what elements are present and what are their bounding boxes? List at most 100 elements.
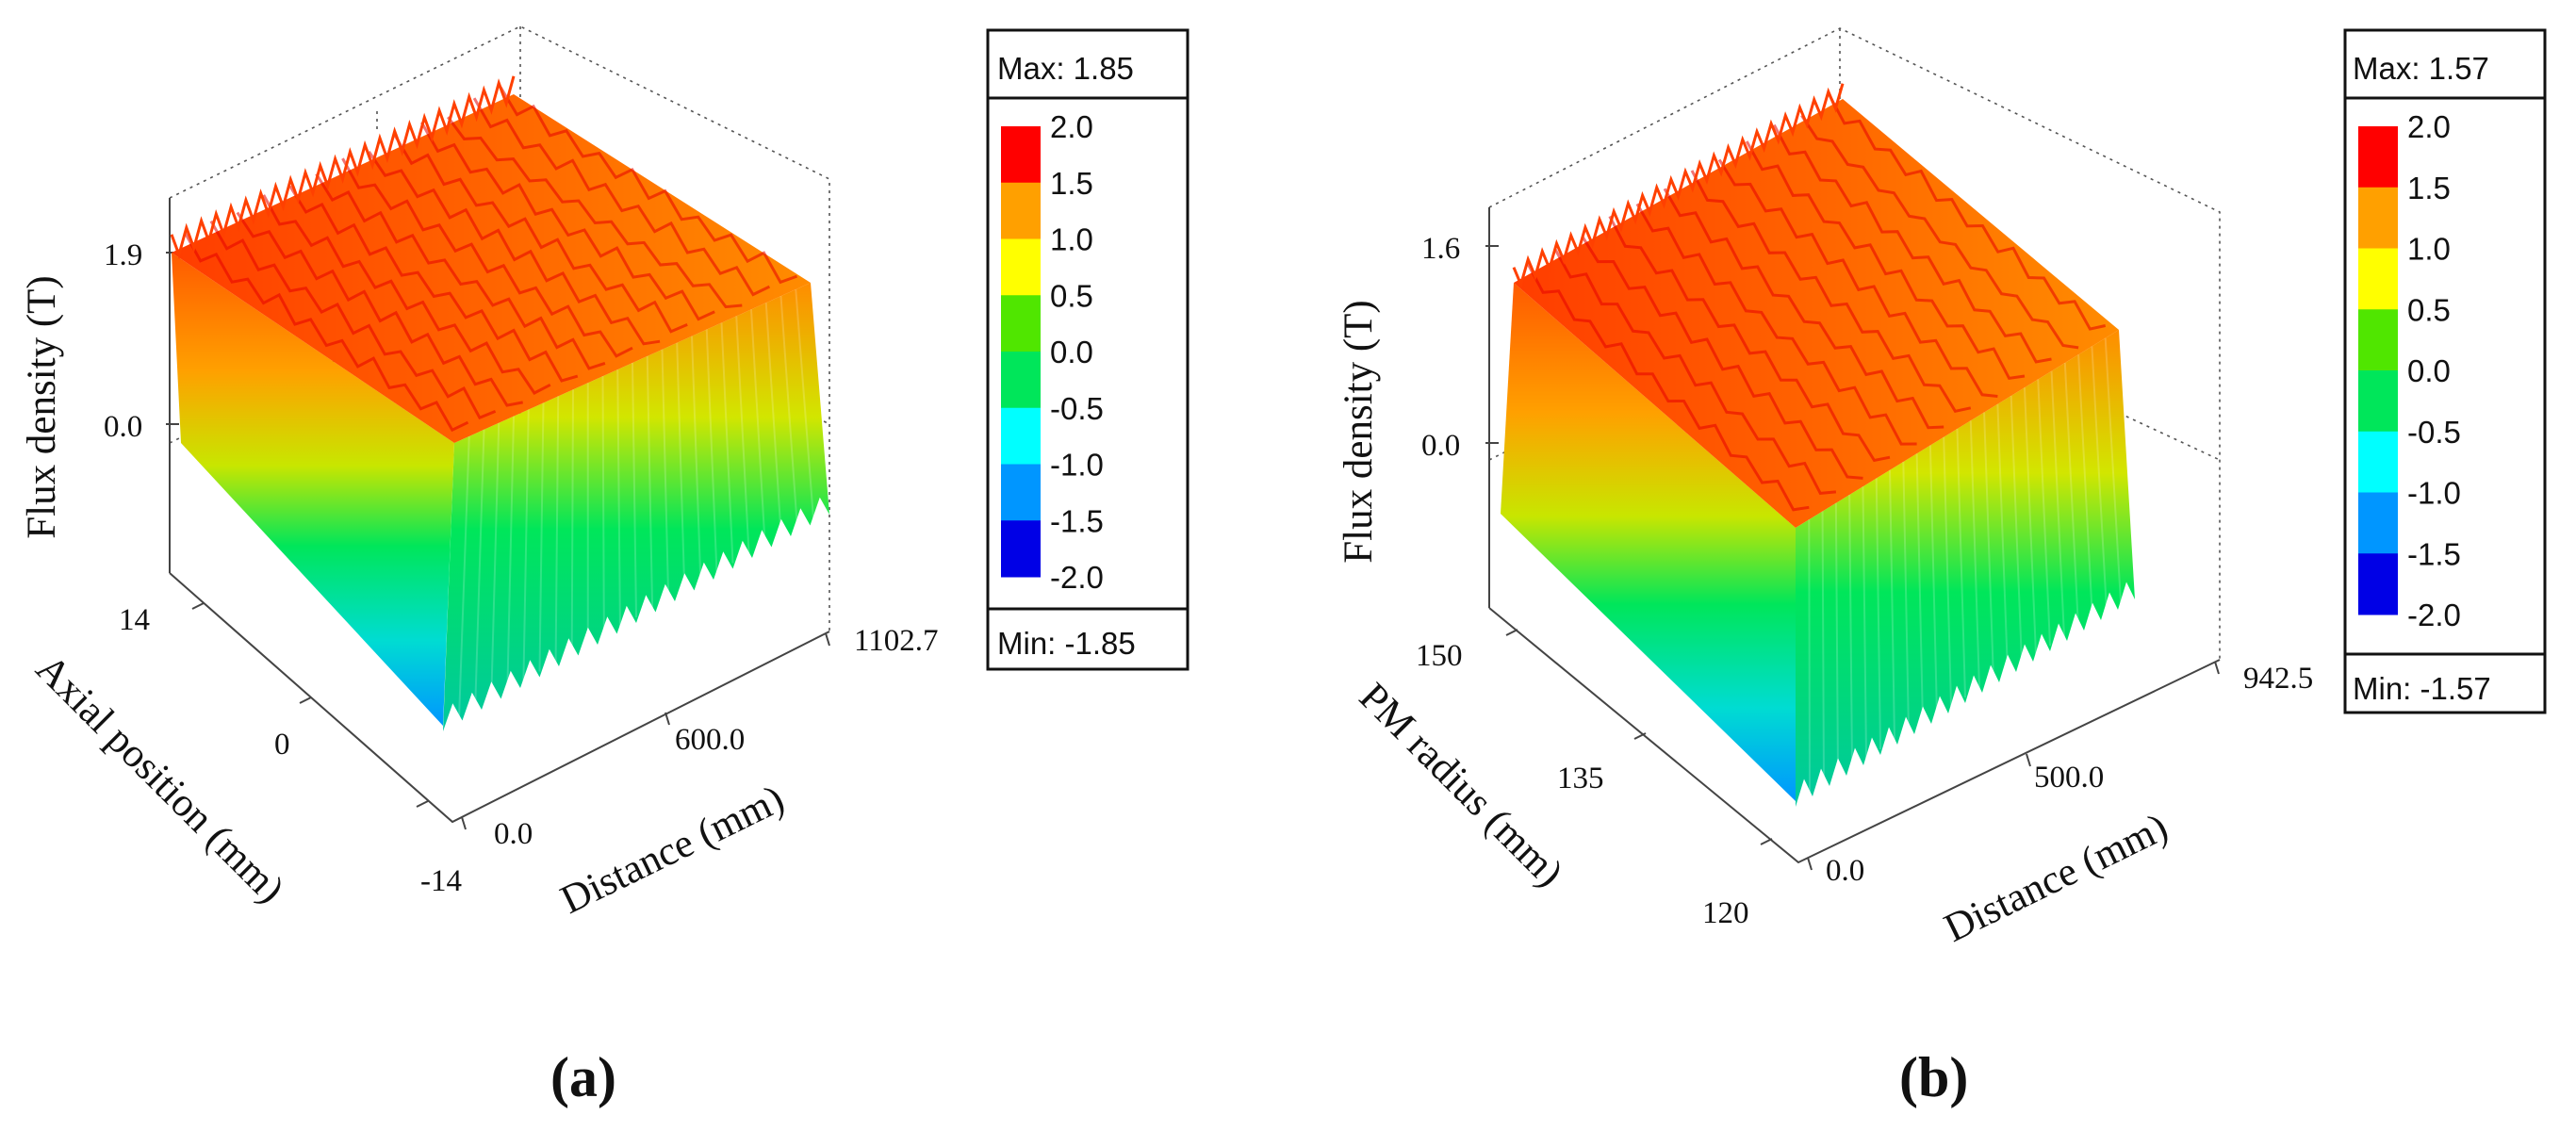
surface-left-face bbox=[1501, 283, 1796, 801]
legend-level-label: 1.0 bbox=[2407, 232, 2451, 267]
surface-ridge bbox=[1772, 123, 2052, 364]
legend-swatch bbox=[2358, 370, 2398, 433]
legend-level-label: -1.0 bbox=[2407, 476, 2461, 511]
surface-stripe bbox=[735, 316, 750, 554]
surface-top-face bbox=[1514, 99, 2119, 528]
surface-ridge bbox=[1608, 215, 1891, 463]
legend-swatch bbox=[1001, 352, 1041, 409]
surface-stripe bbox=[601, 376, 605, 636]
surface-stripe bbox=[1834, 502, 1839, 776]
surface-ridge bbox=[1526, 262, 1810, 512]
surface-stripe bbox=[506, 416, 515, 690]
surface-ridge bbox=[236, 211, 523, 407]
surface-ridge bbox=[262, 194, 551, 395]
x-tick-b-1: 500.0 bbox=[2034, 761, 2104, 795]
legend-b-min: Min: -1.57 bbox=[2353, 671, 2491, 706]
surface-front-face bbox=[1796, 330, 2135, 807]
surface-stripe bbox=[1862, 486, 1867, 759]
ylabel-a: Axial position (mm) bbox=[27, 647, 293, 912]
panel-label-b: (b) bbox=[1899, 1046, 1968, 1108]
x-tick-a-2: 1102.7 bbox=[854, 624, 939, 658]
y-tick-b-2: 120 bbox=[1702, 896, 1749, 930]
legend-level-label: -1.5 bbox=[1050, 503, 1104, 538]
surface-ridge bbox=[1800, 114, 2079, 350]
surface-ridge bbox=[368, 150, 661, 346]
legend-level-label: 2.0 bbox=[1050, 109, 1093, 144]
surface-a bbox=[170, 75, 829, 731]
legend-swatch bbox=[2358, 431, 2398, 493]
surface-stripe bbox=[646, 355, 654, 609]
z-tick-a-1: 0.0 bbox=[104, 410, 142, 444]
z-tick-b-0: 1.6 bbox=[1421, 232, 1460, 266]
legend-swatch bbox=[2358, 553, 2398, 615]
surface-stripe bbox=[2037, 379, 2051, 647]
legend-swatch bbox=[1001, 464, 1041, 521]
surface-stripe bbox=[1956, 428, 1966, 698]
surface-ridge bbox=[1717, 158, 1998, 398]
surface-stripe bbox=[554, 396, 560, 663]
surface-stripe bbox=[522, 409, 530, 681]
legend-level-label: 0.5 bbox=[2407, 292, 2451, 327]
surface-stripe bbox=[1821, 511, 1825, 784]
surface-stripe bbox=[616, 369, 621, 627]
surface-stripe bbox=[1848, 494, 1853, 767]
surface-ridge bbox=[341, 157, 633, 358]
surface-stripe bbox=[2063, 362, 2079, 629]
xlabel-a: Distance (mm) bbox=[554, 777, 791, 923]
surface-back-edge bbox=[1512, 83, 1845, 289]
x-tick-b-0: 0.0 bbox=[1826, 854, 1864, 888]
surface-stripe bbox=[1808, 519, 1811, 793]
legend-level-label: -0.5 bbox=[1050, 391, 1104, 426]
legend-swatch bbox=[1001, 182, 1041, 239]
surface-ridge bbox=[419, 122, 715, 321]
legend-swatch bbox=[1001, 295, 1041, 352]
legend-b: Max: 1.57 Min: -1.57 2.0 1.5 1.0 0.5 0.0 -0.5… bbox=[2343, 28, 2547, 714]
z-tick-a-0: 1.9 bbox=[104, 238, 142, 272]
y-tick-b-1: 135 bbox=[1557, 762, 1604, 795]
surface-ridge bbox=[209, 220, 497, 420]
surface-stripe bbox=[1902, 461, 1910, 732]
surface-ridge bbox=[1581, 235, 1863, 480]
surface-stripe bbox=[750, 309, 766, 546]
legend-swatch bbox=[1001, 407, 1041, 465]
surface-stripe bbox=[691, 336, 702, 582]
legend-swatch bbox=[2358, 248, 2398, 310]
surface-front-face bbox=[443, 283, 829, 731]
surface-stripe bbox=[764, 303, 782, 536]
surface-ridge bbox=[1828, 93, 2107, 331]
surface-stripe bbox=[2050, 370, 2065, 637]
legend-level-label: -2.0 bbox=[1050, 560, 1104, 595]
z-tick-b-1: 0.0 bbox=[1421, 429, 1460, 463]
legend-a: Max: 1.85 Min: -1.85 2.0 1.5 1.0 0.5 0.0 -0.5… bbox=[986, 28, 1190, 671]
legend-level-label: 1.5 bbox=[1050, 166, 1093, 201]
surface-stripe bbox=[705, 329, 718, 573]
xlabel-b: Distance (mm) bbox=[1938, 805, 2174, 951]
surface-stripe bbox=[676, 342, 686, 591]
surface-ridge bbox=[446, 116, 743, 309]
panel-label-a: (a) bbox=[550, 1046, 616, 1108]
legend-level-label: -1.5 bbox=[2407, 536, 2461, 571]
surface-stripe bbox=[779, 296, 798, 528]
y-tick-a-0: 14 bbox=[119, 603, 150, 637]
legend-a-max: Max: 1.85 bbox=[997, 51, 1134, 86]
legend-swatch bbox=[2358, 492, 2398, 554]
surface-stripe bbox=[1875, 478, 1881, 750]
legend-level-label: -1.0 bbox=[1050, 448, 1104, 483]
surface-stripe bbox=[661, 349, 670, 599]
x-tick-a-0: 0.0 bbox=[494, 817, 533, 851]
legend-swatch bbox=[2358, 126, 2398, 188]
legend-level-label: 1.0 bbox=[1050, 222, 1093, 257]
surface-left-face bbox=[172, 253, 454, 726]
legend-b-max: Max: 1.57 bbox=[2353, 51, 2489, 86]
surface-stripe bbox=[1943, 436, 1952, 707]
surface-stripe bbox=[490, 422, 500, 699]
surface-stripe bbox=[2077, 354, 2093, 620]
y-tick-a-1: 0 bbox=[274, 728, 290, 762]
x-tick-b-2: 942.5 bbox=[2243, 662, 2313, 696]
zlabel-b: Flux density (T) bbox=[1337, 300, 1381, 563]
legend-swatch bbox=[1001, 238, 1041, 296]
surface-stripe bbox=[2010, 395, 2023, 664]
surface-stripe bbox=[1969, 420, 1980, 689]
surface-ridge bbox=[288, 185, 579, 383]
surface-stripe bbox=[2091, 346, 2108, 612]
